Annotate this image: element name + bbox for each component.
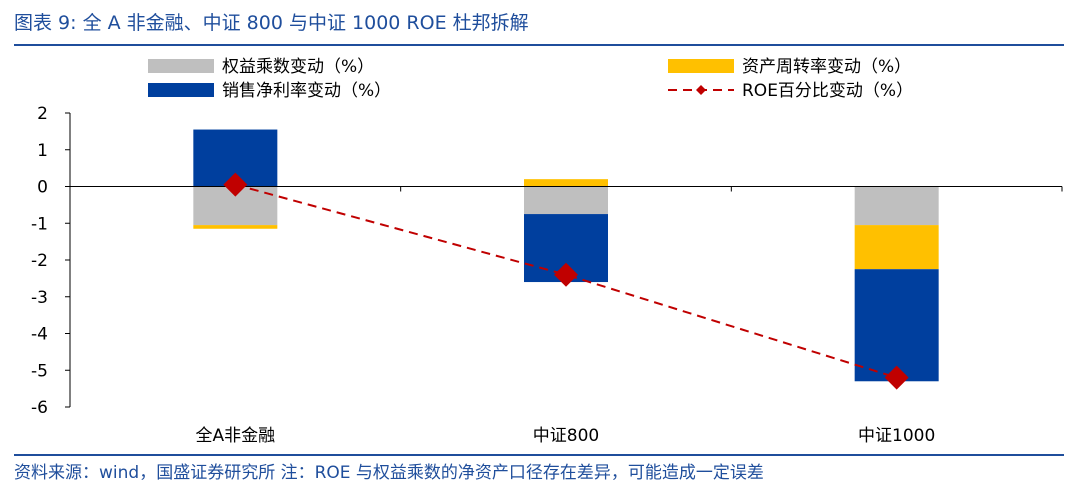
y-tick-label: 2	[37, 104, 48, 124]
roe-point	[223, 172, 248, 197]
legend-label: 权益乘数变动（%）	[222, 57, 374, 77]
y-tick-label: -2	[31, 251, 48, 271]
legend-label: 资产周转率变动（%）	[742, 57, 911, 77]
roe-series-line	[235, 183, 897, 379]
legend: 权益乘数变动（%） 销售净利率变动（%） 资产周转率变动（%） ROE百分比变动（%）	[148, 57, 913, 101]
legend-label: 销售净利率变动（%）	[222, 81, 391, 101]
x-tick-label: 全A非金融	[196, 426, 276, 446]
y-axis: 2 1 0 -1 -2 -3 -4 -5 -6	[31, 104, 71, 418]
bar-segment	[524, 179, 608, 187]
y-tick-label: 1	[37, 141, 48, 161]
y-tick-label: -1	[31, 214, 48, 234]
bars	[193, 129, 939, 382]
y-tick-label: -6	[31, 398, 48, 418]
roe-line	[223, 172, 909, 390]
legend-swatch	[668, 59, 734, 73]
source-rule	[14, 454, 1064, 456]
bar-segment	[854, 186, 939, 226]
roe-point	[884, 365, 909, 390]
legend-label: ROE百分比变动（%）	[742, 81, 913, 101]
bar-segment	[854, 225, 939, 270]
y-tick-label: -3	[31, 288, 48, 308]
bar-segment	[524, 186, 608, 215]
legend-marker	[696, 85, 706, 95]
title-rule	[14, 44, 1064, 46]
legend-swatch	[148, 59, 214, 73]
figure-title: 图表 9: 全 A 非金融、中证 800 与中证 1000 ROE 杜邦拆解	[14, 12, 529, 34]
bar-segment	[854, 269, 939, 382]
y-tick-label: -4	[31, 325, 48, 345]
x-tick-label: 中证1000	[858, 426, 935, 446]
legend-swatch	[148, 83, 214, 97]
x-tick-label: 中证800	[533, 426, 599, 446]
bar-segment	[193, 225, 278, 229]
roe-point	[554, 262, 578, 287]
y-tick-label: 0	[37, 178, 48, 198]
y-tick-label: -5	[31, 361, 48, 381]
source-note: 资料来源：wind，国盛证券研究所 注：ROE 与权益乘数的净资产口径存在差异，…	[14, 463, 764, 483]
